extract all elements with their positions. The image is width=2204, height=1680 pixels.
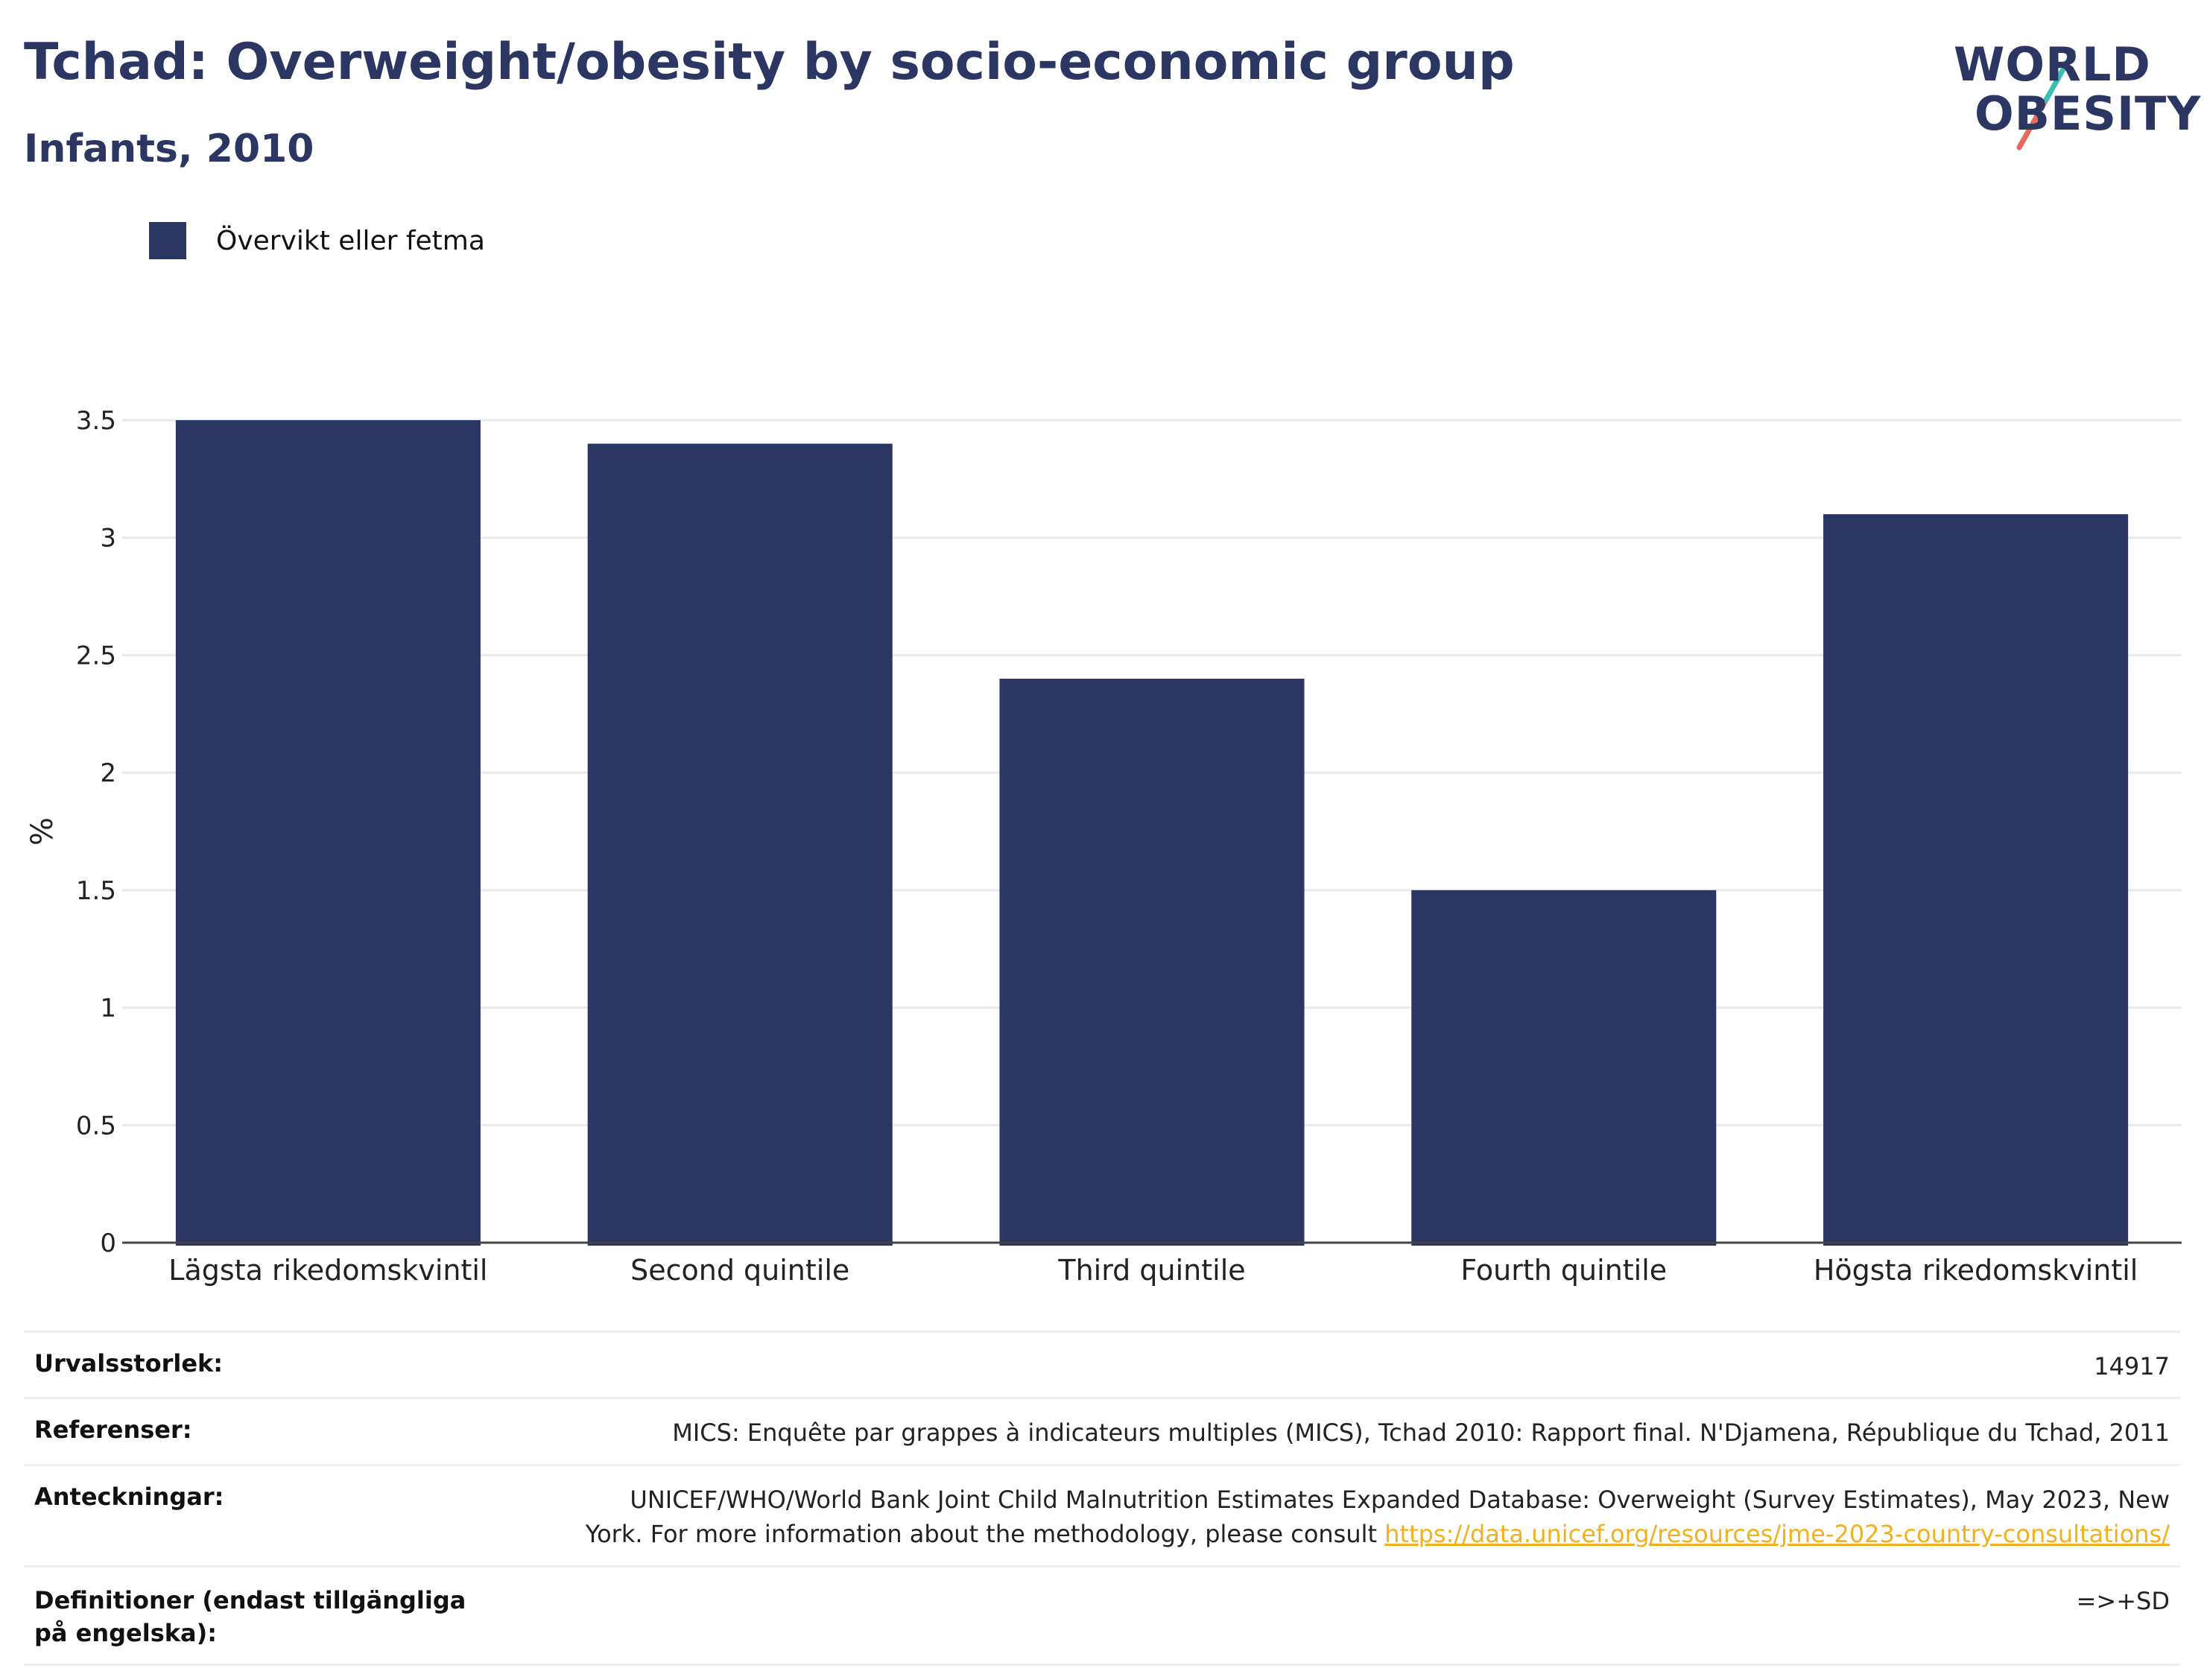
y-tick-label: 1.5 (76, 876, 116, 906)
notes-text-line1: UNICEF/WHO/World Bank Joint Child Malnut… (630, 1485, 2170, 1514)
bar (1411, 890, 1717, 1246)
logo-text-obesity: OBESITY (1975, 86, 2202, 141)
y-axis-title: % (25, 817, 60, 846)
table-row-definitions: Definitioner (endast tillgängliga på eng… (24, 1565, 2180, 1667)
x-tick-label: Third quintile (1057, 1254, 1245, 1287)
sample-size-label: Urvalsstorlek: (34, 1349, 224, 1378)
y-tick-label: 2.5 (76, 641, 116, 671)
y-tick-label: 1 (100, 994, 116, 1024)
y-tick-label: 3 (100, 524, 116, 554)
y-tick-label: 0.5 (76, 1111, 116, 1141)
table-row-sample-size: Urvalsstorlek: 14917 (24, 1331, 2180, 1397)
world-obesity-logo: WORLD OBESITY (1945, 37, 2200, 156)
y-tick-label: 2 (100, 758, 116, 788)
logo-text-world: WORLD (1954, 37, 2151, 92)
y-tick-label: 0 (100, 1229, 116, 1258)
chart-title: Tchad: Overweight/obesity by socio-econo… (24, 33, 1515, 92)
table-row-references: Referenser: MICS: Enquête par grappes à … (24, 1397, 2180, 1463)
legend-label: Övervikt eller fetma (216, 225, 485, 256)
references-label: Referenser: (34, 1416, 192, 1445)
x-tick-label: Second quintile (630, 1254, 849, 1287)
bar (175, 420, 481, 1246)
x-tick-label: Lägsta rikedomskvintil (168, 1254, 487, 1287)
legend-swatch (149, 222, 186, 259)
notes-text-line2: York. For more information about the met… (585, 1520, 1385, 1549)
definitions-value: =>+SD (2076, 1586, 2170, 1615)
x-tick-label: Fourth quintile (1460, 1254, 1667, 1287)
bar-chart: 0 0.5 1 1.5 2 2.5 3 3.5 Lägsta rikedomskvintil Se… (25, 406, 2182, 1287)
notes-link[interactable]: https://data.unicef.org/resources/jme-20… (1384, 1520, 2170, 1549)
notes-label: Anteckningar: (34, 1482, 224, 1511)
bar (999, 678, 1305, 1246)
bar (587, 443, 893, 1246)
sample-size-value: 14917 (2094, 1352, 2170, 1381)
logo-slash-icon (2016, 49, 2076, 150)
notes-value: UNICEF/WHO/World Bank Joint Child Malnut… (586, 1483, 2170, 1552)
references-value: MICS: Enquête par grappes à indicateurs … (672, 1419, 2170, 1448)
info-table: Urvalsstorlek: 14917 Referenser: MICS: E… (24, 1331, 2180, 1667)
bar (1823, 514, 2129, 1246)
x-tick-label: Högsta rikedomskvintil (1814, 1254, 2138, 1287)
table-row-notes: Anteckningar: UNICEF/WHO/World Bank Join… (24, 1463, 2180, 1565)
chart-subtitle: Infants, 2010 (24, 127, 314, 171)
definitions-label: Definitioner (endast tillgängliga på eng… (34, 1585, 466, 1648)
y-tick-label: 3.5 (76, 406, 116, 436)
chart-legend[interactable]: Övervikt eller fetma (149, 222, 485, 259)
